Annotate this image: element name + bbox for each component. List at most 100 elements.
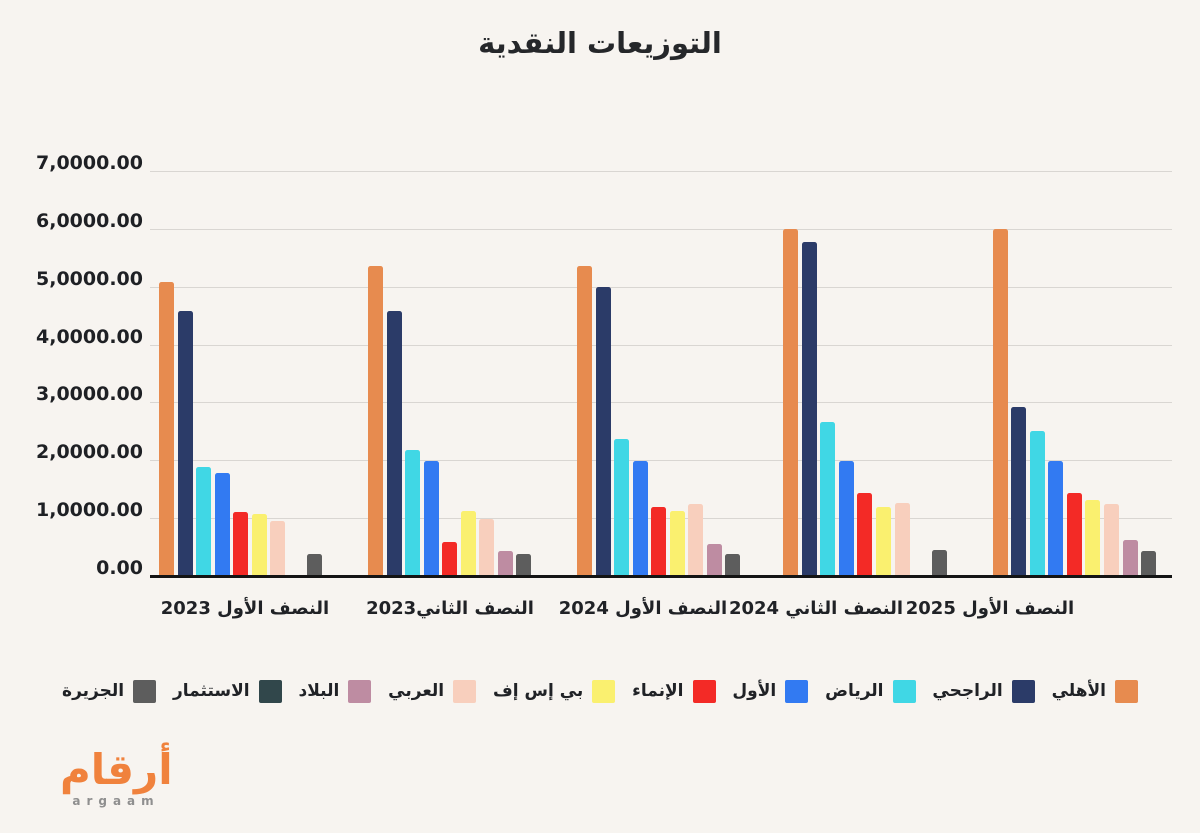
y-axis-label: 7,0000.00 <box>36 152 143 174</box>
logo-arabic-text: أرقام <box>60 745 173 794</box>
bar <box>214 473 230 576</box>
y-axis-label: 0.00 <box>96 557 143 579</box>
bar <box>423 460 439 576</box>
bar-slot <box>577 171 592 576</box>
legend-item: الأهلي <box>1052 679 1138 703</box>
bar-slot <box>442 171 458 576</box>
bar <box>497 550 513 576</box>
bar-slot <box>196 171 212 576</box>
bar-slot <box>1029 171 1045 576</box>
bar <box>1011 407 1027 576</box>
bar-slot <box>801 171 817 576</box>
argaam-logo: أرقام argaam <box>60 745 173 809</box>
logo-latin-text: argaam <box>72 794 160 809</box>
bar-slot <box>270 171 286 576</box>
y-axis-label: 2,0000.00 <box>36 441 143 464</box>
bar-slot <box>1122 171 1138 576</box>
bar <box>1122 540 1138 576</box>
bar <box>651 507 667 576</box>
gridline <box>150 460 1172 462</box>
x-axis-label: النصف الثاني2023 <box>366 598 534 619</box>
bar-group <box>783 171 965 576</box>
legend: الأهلي الراجحي الرياض الأول الإنماء بي إس إف ا… <box>62 676 1138 706</box>
bar <box>479 518 495 576</box>
bar <box>669 511 685 576</box>
bar <box>894 503 910 576</box>
bar-slot <box>1066 171 1082 576</box>
bar <box>876 506 892 576</box>
bar <box>405 449 421 576</box>
bar <box>1066 493 1082 576</box>
bar-slot <box>251 171 267 576</box>
bar-slot <box>497 171 513 576</box>
bar-group <box>992 171 1175 576</box>
legend-item: بي إس إف <box>493 679 616 703</box>
bar-slot <box>289 171 304 576</box>
legend-label: الاستثمار <box>172 681 250 701</box>
x-axis-label: النصف الأول 2023 <box>160 598 330 619</box>
legend-label: الإنماء <box>632 681 684 701</box>
legend-swatch <box>892 679 916 703</box>
gridline <box>150 286 1172 288</box>
bar-slot <box>820 171 836 576</box>
legend-item: الأول <box>732 679 809 703</box>
bar <box>688 503 704 576</box>
bar <box>516 554 532 576</box>
bar <box>1085 500 1101 576</box>
y-axis-label: 6,0000.00 <box>36 209 143 232</box>
bar-slot <box>950 171 965 576</box>
bar-slot <box>669 171 685 576</box>
bar-group <box>577 171 759 576</box>
bar <box>1141 551 1157 576</box>
legend-swatch <box>785 679 809 703</box>
bar-slot <box>706 171 722 576</box>
bar-slot <box>1011 171 1027 576</box>
bar-slot <box>688 171 704 576</box>
y-axis-label: 5,0000.00 <box>36 267 143 290</box>
bar <box>801 241 817 576</box>
bar-slot <box>423 171 439 576</box>
bar-slot <box>725 171 741 576</box>
legend-item: الإنماء <box>632 679 716 703</box>
legend-swatch <box>348 679 372 703</box>
bar <box>992 228 1008 576</box>
bar-slot <box>368 171 383 576</box>
bar-slot <box>1160 171 1175 576</box>
x-axis-line <box>150 575 1172 578</box>
legend-label: الراجحي <box>932 681 1003 701</box>
bar-slot <box>386 171 402 576</box>
legend-label: الأول <box>732 681 777 701</box>
legend-item: العربي <box>388 679 477 703</box>
bar <box>460 511 476 576</box>
legend-label: الجزيرة <box>62 681 125 701</box>
legend-swatch <box>692 679 716 703</box>
x-axis-label: النصف الأول 2025 <box>905 598 1075 619</box>
bar-slot <box>1048 171 1064 576</box>
bar <box>614 438 630 576</box>
bar-slot <box>214 171 230 576</box>
bar-slot <box>177 171 193 576</box>
legend-label: البلاد <box>298 681 340 701</box>
gridline <box>150 402 1172 404</box>
bar <box>307 554 323 576</box>
bar <box>368 265 383 576</box>
bar-slot <box>931 171 947 576</box>
legend-label: الرياض <box>825 681 884 701</box>
x-axis-label: النصف الأول 2024 <box>558 598 728 619</box>
bar-slot <box>632 171 648 576</box>
bar-slot <box>1103 171 1119 576</box>
y-axis-label: 1,0000.00 <box>36 499 143 522</box>
bar <box>838 461 854 576</box>
bar-slot <box>159 171 174 576</box>
legend-label: بي إس إف <box>493 681 584 701</box>
plot-area <box>150 171 1175 578</box>
bar-slot <box>876 171 892 576</box>
legend-swatch <box>1115 679 1138 703</box>
bar <box>196 466 212 576</box>
y-axis-label: 4,0000.00 <box>36 325 143 348</box>
legend-item: الاستثمار <box>172 679 282 703</box>
legend-label: العربي <box>388 681 445 701</box>
bar-slot <box>460 171 476 576</box>
y-axis-label: 3,0000.00 <box>36 383 143 406</box>
bar <box>233 512 249 576</box>
